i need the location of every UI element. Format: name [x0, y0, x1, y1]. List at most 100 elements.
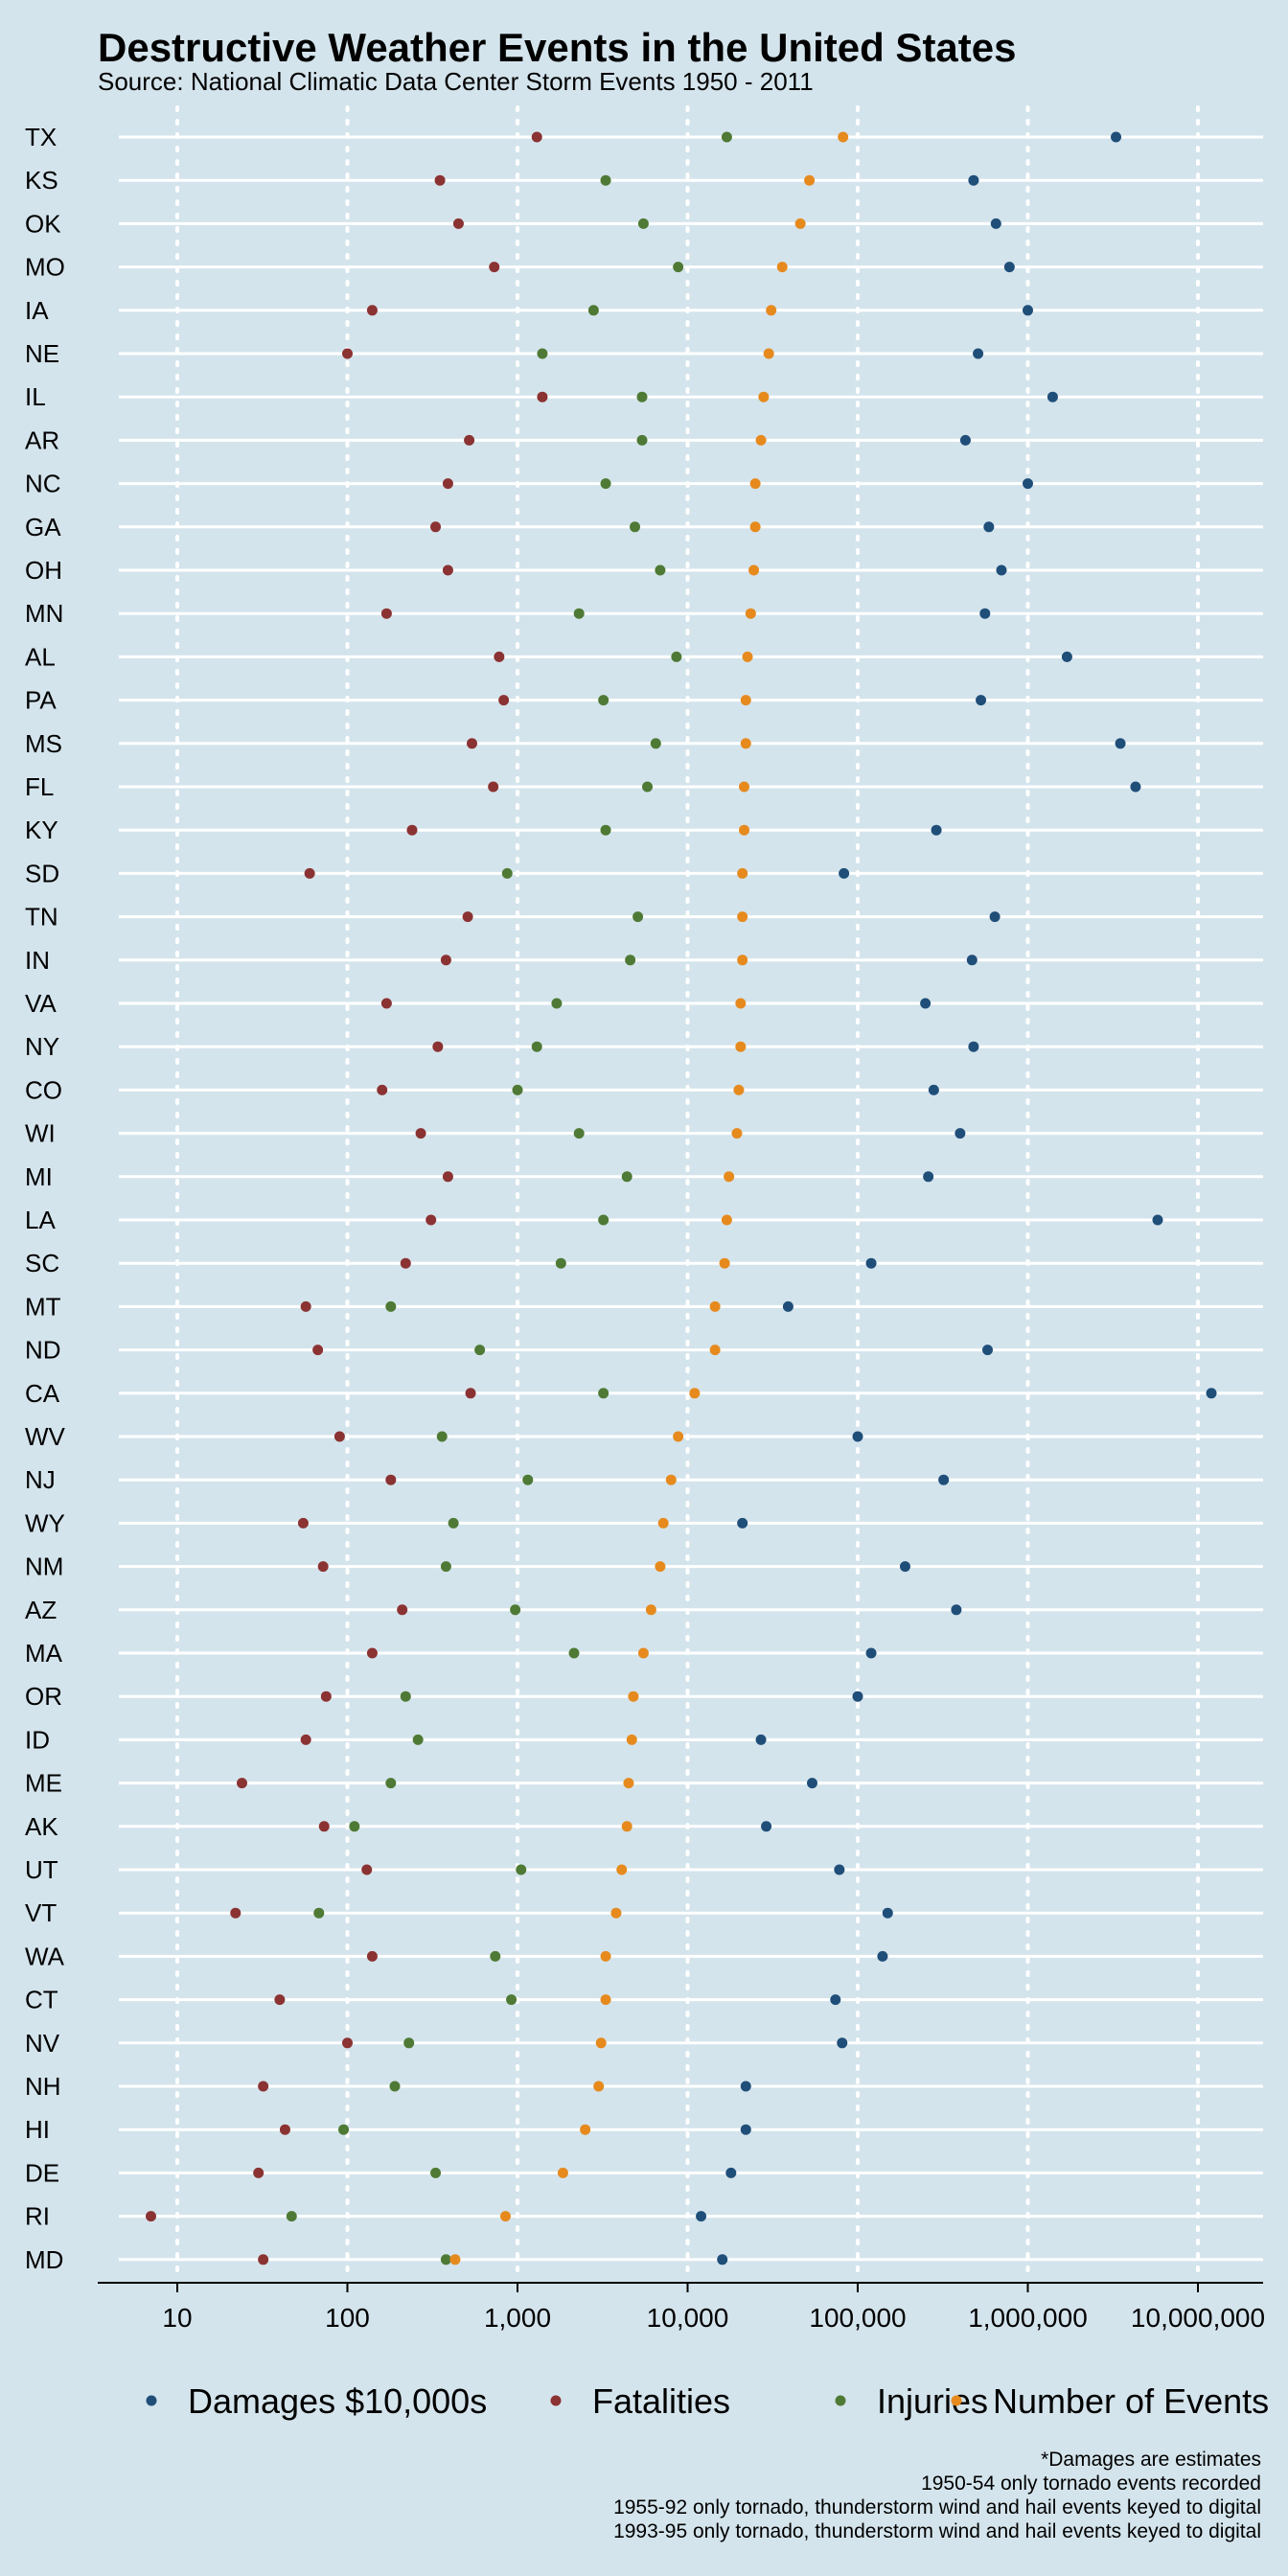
- data-point: [490, 1950, 501, 1962]
- legend-label: Injuries: [877, 2381, 988, 2421]
- y-tick-label: IN: [25, 946, 50, 975]
- y-tick-label: MN: [25, 599, 63, 628]
- data-point: [531, 1041, 542, 1052]
- data-point: [834, 1864, 845, 1875]
- data-point: [377, 1084, 388, 1095]
- data-point: [616, 1864, 628, 1875]
- data-point: [982, 1345, 994, 1356]
- data-point: [794, 218, 806, 229]
- data-point: [877, 1950, 888, 1962]
- data-point: [300, 1734, 311, 1745]
- data-point: [1023, 478, 1033, 490]
- data-point: [465, 1388, 476, 1399]
- data-point: [349, 1821, 360, 1832]
- legend-label: Number of Events: [993, 2381, 1269, 2421]
- y-tick-label: AK: [25, 1812, 58, 1841]
- data-point: [595, 2037, 607, 2049]
- y-tick-label: TN: [25, 903, 58, 932]
- y-tick-label: NE: [25, 339, 59, 368]
- y-tick-label: FL: [25, 772, 54, 801]
- data-point: [630, 521, 641, 533]
- data-point: [279, 2124, 290, 2135]
- data-point: [737, 1517, 748, 1529]
- data-point: [531, 131, 542, 143]
- data-point: [593, 2081, 605, 2092]
- x-tick-label: 1,000,000: [968, 2303, 1088, 2333]
- data-point: [719, 1257, 730, 1269]
- data-point: [923, 1171, 934, 1183]
- data-point: [537, 348, 548, 359]
- data-point: [464, 434, 475, 446]
- data-point: [452, 218, 464, 229]
- data-point: [389, 2081, 401, 2092]
- y-tick-label: IL: [25, 382, 46, 411]
- y-tick-label: NH: [25, 2072, 61, 2101]
- data-point: [551, 998, 563, 1009]
- data-point: [448, 1517, 459, 1529]
- data-point: [587, 305, 599, 316]
- data-point: [968, 174, 979, 186]
- data-point: [838, 131, 849, 143]
- y-tick-label: KS: [25, 166, 58, 195]
- data-point: [600, 174, 611, 186]
- x-tick-label: 10: [162, 2303, 192, 2333]
- data-point: [1115, 738, 1126, 749]
- data-point: [380, 608, 392, 619]
- data-point: [366, 305, 378, 316]
- data-point: [1111, 131, 1122, 143]
- data-point: [600, 478, 611, 490]
- data-point: [673, 262, 684, 273]
- footnote: 1955-92 only tornado, thunderstorm wind …: [613, 2496, 1261, 2518]
- legend-label: Damages $10,000s: [188, 2381, 487, 2421]
- data-point: [1003, 262, 1015, 273]
- data-point: [516, 1864, 527, 1875]
- legend-marker: [835, 2395, 846, 2406]
- data-point: [642, 781, 654, 793]
- data-point: [436, 1431, 448, 1442]
- data-point: [740, 695, 751, 706]
- data-point: [673, 1431, 684, 1442]
- y-tick-label: OR: [25, 1682, 62, 1711]
- data-point: [865, 1647, 877, 1659]
- legend-label: Fatalities: [592, 2381, 730, 2421]
- data-point: [989, 911, 1000, 923]
- data-point: [462, 911, 473, 923]
- data-point: [426, 1214, 437, 1226]
- data-point: [442, 564, 453, 576]
- y-tick-label: KY: [25, 816, 58, 844]
- y-tick-label: WV: [25, 1422, 66, 1451]
- data-point: [737, 867, 748, 879]
- x-tick-label: 10,000: [647, 2303, 729, 2333]
- footnote: 1950-54 only tornado events recorded: [921, 2472, 1261, 2495]
- data-point: [625, 954, 636, 966]
- x-tick-label: 100: [325, 2303, 370, 2333]
- data-point: [258, 2081, 269, 2092]
- footnote: 1993-95 only tornado, thunderstorm wind …: [613, 2520, 1261, 2542]
- data-point: [366, 1950, 378, 1962]
- data-point: [499, 2211, 511, 2222]
- data-point: [510, 1604, 521, 1616]
- x-tick-label: 100,000: [809, 2303, 906, 2333]
- data-point: [636, 391, 648, 402]
- data-point: [489, 262, 500, 273]
- y-tick-label: ME: [25, 1769, 62, 1798]
- data-point: [286, 2211, 297, 2222]
- data-point: [655, 564, 666, 576]
- data-point: [146, 2211, 157, 2222]
- data-point: [442, 478, 453, 490]
- y-tick-label: MO: [25, 253, 65, 282]
- data-point: [852, 1690, 863, 1702]
- data-point: [598, 1388, 610, 1399]
- data-point: [758, 391, 770, 402]
- data-point: [709, 1345, 721, 1356]
- data-point: [742, 651, 753, 662]
- data-point: [406, 824, 418, 836]
- data-point: [317, 1561, 329, 1573]
- data-point: [725, 2167, 737, 2178]
- y-tick-label: OK: [25, 209, 61, 238]
- data-point: [400, 1690, 411, 1702]
- data-point: [626, 1734, 637, 1745]
- y-tick-label: TX: [25, 123, 57, 151]
- data-point: [385, 1300, 397, 1312]
